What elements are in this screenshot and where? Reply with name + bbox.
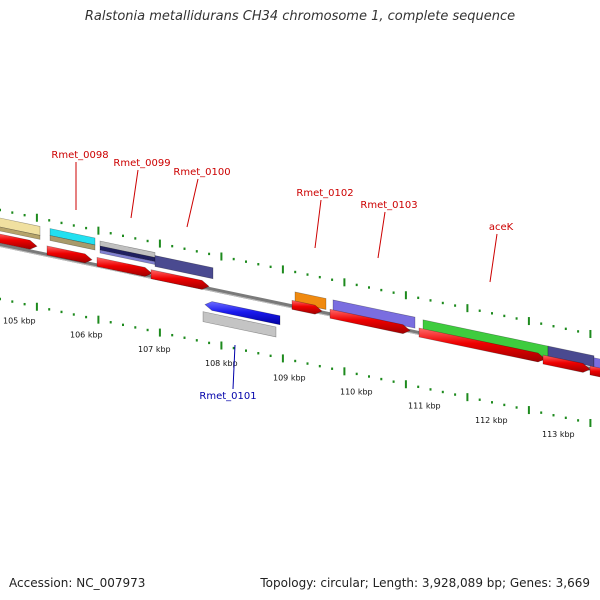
kbp-label: 113 kbp <box>542 430 575 439</box>
gene-label-rmet-0098: Rmet_0098 <box>51 150 108 161</box>
gene-label-rmet-0099: Rmet_0099 <box>113 158 170 169</box>
gene-leader-line <box>489 233 498 283</box>
cds-arrow <box>418 327 546 363</box>
cds-arrow <box>542 354 591 373</box>
gene-label-rmet-0102: Rmet_0102 <box>296 188 353 199</box>
kbp-label: 105 kbp <box>3 317 36 326</box>
gene-leader-line <box>130 169 139 219</box>
gene-bar-orange <box>294 291 327 310</box>
gene-label-rmet-0103: Rmet_0103 <box>360 200 417 211</box>
gene-leader-line <box>314 199 322 249</box>
kbp-label: 110 kbp <box>340 387 373 396</box>
cds-arrow <box>96 257 153 277</box>
gene-label-rmet-0100: Rmet_0100 <box>173 167 230 178</box>
kbp-label: 106 kbp <box>70 331 103 340</box>
gene-bar-pale-yellow-edge <box>0 226 41 240</box>
cds-arrow-reverse <box>204 301 281 326</box>
accession-text: Accession: NC_007973 <box>9 576 146 590</box>
cds-arrow <box>589 365 600 378</box>
cds-arrow <box>0 233 38 250</box>
gene-leader-line <box>186 178 199 228</box>
cds-arrow <box>46 245 93 264</box>
kbp-label: 111 kbp <box>408 402 441 411</box>
kbp-label: 109 kbp <box>273 373 306 382</box>
gene-label-acek: aceK <box>489 222 514 233</box>
cds-arrow <box>291 299 323 315</box>
gene-leader-line <box>377 211 386 259</box>
cds-arrow <box>150 269 210 290</box>
gene-bar-purple <box>332 299 416 329</box>
kbp-label: 112 kbp <box>475 416 508 425</box>
map-title: Ralstonia metallidurans CH34 chromosome … <box>84 9 516 24</box>
gene-bar-purple-2 <box>593 357 600 370</box>
gene-leader-line <box>232 344 236 390</box>
topology-text: Topology: circular; Length: 3,928,089 bp… <box>260 576 590 590</box>
gene-bar-grey-reverse <box>202 311 277 338</box>
cds-arrow <box>329 308 411 334</box>
kbp-label: 107 kbp <box>138 345 171 354</box>
gene-bar-slate <box>154 255 214 280</box>
gene-label-rmet-0101: Rmet_0101 <box>199 391 256 402</box>
kbp-label: 108 kbp <box>205 359 238 368</box>
gene-bar-tan <box>49 235 96 251</box>
